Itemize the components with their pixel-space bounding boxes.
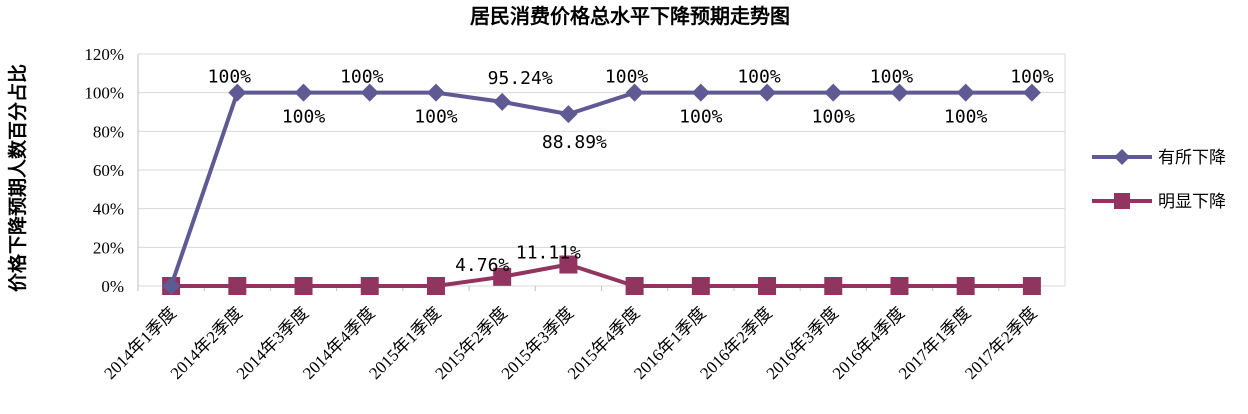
data-point-square bbox=[956, 277, 975, 295]
data-point-square bbox=[824, 277, 843, 295]
data-label: 100% bbox=[870, 67, 914, 88]
data-point-square bbox=[890, 277, 909, 295]
data-label: 100% bbox=[282, 107, 326, 128]
data-label: 95.24% bbox=[488, 68, 553, 89]
data-label: 100% bbox=[944, 107, 988, 128]
y-axis-ticks: 0% 20% 40% 60% 80% 100% 120% bbox=[84, 45, 124, 296]
data-labels: 100% 100% 100% 100% 95.24% 88.89% 100% 100% 100%… bbox=[208, 67, 1054, 276]
legend-label: 有所下降 bbox=[1158, 148, 1226, 168]
legend-marker-square bbox=[1114, 193, 1130, 209]
series-line bbox=[171, 262, 1032, 288]
data-point-diamond bbox=[294, 83, 313, 102]
data-point-square bbox=[228, 277, 247, 295]
data-point-square bbox=[360, 277, 379, 295]
data-label: 100% bbox=[812, 107, 856, 128]
y-tick-label: 120% bbox=[84, 45, 124, 64]
legend-label: 明显下降 bbox=[1158, 192, 1226, 212]
data-label: 88.89% bbox=[542, 132, 607, 153]
series-line bbox=[169, 90, 1032, 287]
x-tick-label: 2017年2季度 bbox=[961, 303, 1041, 383]
data-point-diamond bbox=[691, 83, 710, 102]
data-point-diamond bbox=[1022, 83, 1041, 102]
data-label: 100% bbox=[679, 107, 723, 128]
data-point-diamond bbox=[758, 83, 777, 102]
data-label: 11.11% bbox=[516, 243, 581, 264]
data-point-diamond bbox=[493, 92, 512, 111]
y-axis-label: 价格下降预期人数百分占比 bbox=[6, 64, 29, 292]
data-point-square bbox=[294, 277, 313, 295]
data-point-square bbox=[758, 277, 777, 295]
legend-marker-diamond bbox=[1114, 149, 1130, 165]
data-point-diamond bbox=[956, 83, 975, 102]
chart-title: 居民消费价格总水平下降预期走势图 bbox=[470, 4, 790, 28]
x-axis: 2014年1季度2014年2季度2014年3季度2014年4季度2015年1季度… bbox=[100, 286, 1041, 383]
data-point-diamond bbox=[559, 105, 578, 124]
y-tick-label: 60% bbox=[93, 161, 124, 180]
data-point-square bbox=[493, 267, 512, 286]
data-label: 100% bbox=[340, 67, 384, 88]
y-tick-label: 0% bbox=[101, 277, 124, 296]
data-point-diamond bbox=[824, 83, 843, 102]
gridlines bbox=[137, 53, 1066, 287]
y-tick-label: 40% bbox=[93, 200, 124, 219]
data-point-diamond bbox=[228, 83, 247, 102]
data-point-diamond bbox=[625, 83, 644, 102]
data-label: 100% bbox=[414, 107, 458, 128]
data-point-diamond bbox=[426, 83, 445, 102]
data-label: 100% bbox=[208, 67, 252, 88]
series-group bbox=[162, 83, 1041, 295]
data-point-square bbox=[426, 277, 445, 295]
data-label: 100% bbox=[737, 67, 781, 88]
data-point-square bbox=[1022, 277, 1041, 295]
data-label: 100% bbox=[1010, 67, 1054, 88]
data-point-diamond bbox=[890, 83, 909, 102]
data-label: 4.76% bbox=[455, 255, 509, 276]
data-point-square bbox=[625, 277, 644, 295]
data-point-diamond bbox=[162, 277, 181, 295]
data-point-square bbox=[691, 277, 710, 295]
y-tick-label: 20% bbox=[93, 238, 124, 257]
y-tick-label: 80% bbox=[93, 122, 124, 141]
y-tick-label: 100% bbox=[84, 84, 124, 103]
data-label: 100% bbox=[605, 67, 649, 88]
data-point-square bbox=[559, 255, 578, 274]
data-point-diamond bbox=[360, 83, 379, 102]
